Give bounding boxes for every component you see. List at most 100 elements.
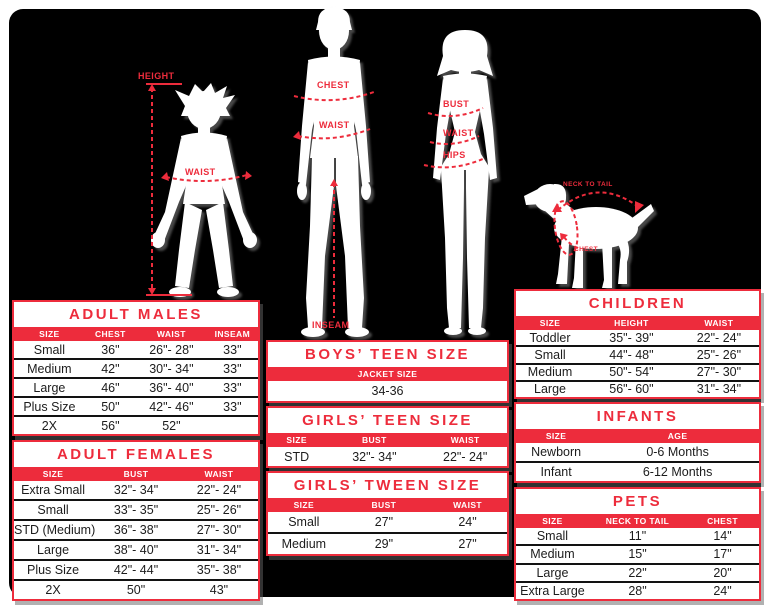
table-cell: 26"- 28": [149, 342, 194, 357]
table-cell: 42"- 46": [149, 399, 194, 414]
girls-teen-title: GIRLS’ TEEN SIZE: [302, 412, 473, 429]
infants-header-row: SIZE AGE: [516, 429, 759, 443]
children-header-row: SIZE HEIGHT WAIST: [516, 316, 759, 330]
table-row: Plus Size 42"- 44" 35"- 38": [14, 559, 258, 579]
table-cell: 56": [101, 418, 120, 433]
table-cell: 33"- 35": [113, 503, 159, 517]
table-cell: 17": [713, 547, 732, 562]
column-header: JACKET SIZE: [357, 369, 418, 379]
column-header: INSEAM: [214, 329, 251, 339]
column-header: SIZE: [539, 318, 561, 328]
table-cell: Small: [536, 529, 569, 544]
table-row: Large 56"- 60" 31"- 34": [516, 379, 759, 397]
dog-neck-to-tail-label: NECK TO TAIL: [563, 181, 613, 188]
boys-teen-title: BOYS’ TEEN SIZE: [304, 346, 471, 363]
adult-females-title: ADULT FEMALES: [56, 446, 216, 463]
boys-teen-body: 34-36: [268, 381, 507, 401]
boys-teen-header-row: JACKET SIZE: [268, 367, 507, 381]
table-cell: 50"- 54": [609, 365, 654, 380]
table-cell: 38"- 40": [113, 543, 159, 557]
table-cell: 33": [223, 342, 242, 357]
table-cell: Extra Small: [21, 483, 85, 497]
child-silhouette: [151, 83, 257, 297]
table-cell: Infant: [540, 465, 572, 479]
male-waist-label: WAIST: [319, 120, 350, 130]
table-cell: 15": [628, 547, 647, 562]
column-header: HEIGHT: [614, 318, 649, 328]
table-cell: Large: [534, 382, 566, 397]
table-cell: 36": [101, 342, 120, 357]
table-cell: 25"- 26": [196, 503, 242, 517]
table-row: STD (Medium) 36"- 38" 27"- 30": [14, 519, 258, 539]
table-cell: 35"- 38": [196, 563, 242, 577]
infants-body: Newborn 0-6 Months Infant 6-12 Months: [516, 443, 759, 481]
column-header: WAIST: [450, 435, 480, 445]
table-cell: 50": [126, 583, 146, 597]
table-cell: 36"- 40": [149, 380, 194, 395]
table-cell: 22": [628, 565, 647, 580]
table-cell: 22"- 24": [696, 330, 742, 345]
column-header: SIZE: [545, 431, 567, 441]
dog-silhouette: [524, 183, 654, 288]
table-cell: Medium: [281, 537, 327, 551]
adult-females-body: Extra Small 32"- 34" 22"- 24" Small 33"- 35"…: [14, 481, 258, 599]
table-cell: 29": [374, 537, 394, 551]
girls-teen-body: STD 32"- 34" 22"- 24": [268, 447, 507, 466]
table-cell: 27"- 30": [696, 365, 742, 380]
table-cell: 43": [209, 583, 229, 597]
table-cell: STD (Medium): [14, 523, 96, 537]
table-cell: Small: [288, 515, 320, 529]
column-header: SIZE: [293, 500, 315, 510]
table-row: Small 27" 24": [268, 512, 507, 532]
pets-body: Small 11" 14" Medium 15" 17" Large 22" 20" Extra …: [516, 528, 759, 599]
table-row: Small 44"- 48" 25"- 26": [516, 345, 759, 362]
girls-tween-title: GIRLS’ TWEEN SIZE: [293, 477, 482, 494]
girls-teen-size-table: GIRLS’ TEEN SIZE SIZE BUST WAIST STD 32"- 34"…: [266, 406, 509, 468]
table-cell: 30"- 34": [149, 361, 194, 376]
table-cell: Newborn: [531, 445, 582, 459]
table-cell: 6-12 Months: [642, 465, 713, 479]
pets-title: PETS: [612, 493, 663, 510]
table-cell: 32"- 34": [352, 449, 397, 464]
table-cell: 14": [713, 529, 732, 544]
table-cell: 42": [101, 361, 120, 376]
female-bust-label: BUST: [443, 99, 470, 109]
table-cell: Small: [33, 342, 65, 357]
column-header: CHEST: [707, 516, 738, 526]
table-cell: 27": [374, 515, 394, 529]
table-cell: 33": [223, 399, 242, 414]
table-cell: 32"- 34": [113, 483, 159, 497]
table-cell: 22"- 24": [443, 449, 488, 464]
column-header: BUST: [371, 500, 397, 510]
table-row: STD 32"- 34" 22"- 24": [268, 447, 507, 466]
table-cell: Large: [37, 543, 70, 557]
table-row: 2X 56" 52": [14, 415, 258, 434]
table-cell: 24": [713, 583, 732, 598]
table-cell: Toddler: [529, 330, 571, 345]
table-cell: 2X: [41, 418, 58, 433]
table-row: Medium 42" 30"- 34" 33": [14, 358, 258, 377]
adult-males-header-row: SIZE CHEST WAIST INSEAM: [14, 327, 258, 341]
table-cell: 31"- 34": [696, 382, 742, 397]
column-header: SIZE: [542, 516, 563, 526]
table-cell: 36"- 38": [113, 523, 159, 537]
table-cell: Plus Size: [26, 563, 80, 577]
table-cell: Medium: [530, 547, 575, 562]
table-cell: 35"- 39": [609, 330, 654, 345]
column-header: CHEST: [94, 329, 126, 339]
table-row: Toddler 35"- 39" 22"- 24": [516, 330, 759, 345]
column-header: BUST: [361, 435, 387, 445]
adult-females-header-row: SIZE BUST WAIST: [14, 467, 258, 481]
children-body: Toddler 35"- 39" 22"- 24" Small 44"- 48" 25"-…: [516, 330, 759, 397]
table-cell: Plus Size: [23, 399, 76, 414]
pets-header-row: SIZE NECK TO TAIL CHEST: [516, 514, 759, 528]
column-header: WAIST: [156, 329, 186, 339]
column-header: WAIST: [204, 469, 234, 479]
table-cell: 20": [713, 565, 732, 580]
table-row: Large 38"- 40" 31"- 34": [14, 539, 258, 559]
table-row: Small 11" 14": [516, 528, 759, 544]
table-cell: 0-6 Months: [646, 445, 709, 459]
table-cell: 44"- 48": [609, 347, 654, 362]
table-row: Extra Small 32"- 34" 22"- 24": [14, 481, 258, 499]
